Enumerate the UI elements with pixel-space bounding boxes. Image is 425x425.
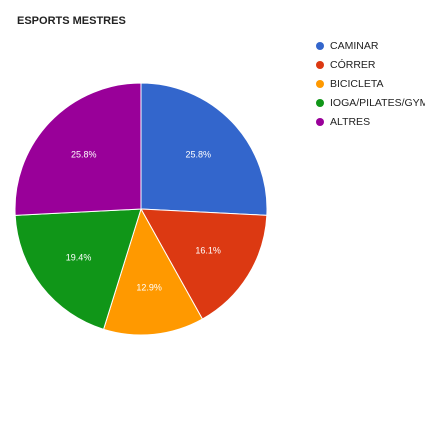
chart-legend: CAMINAR CÓRRER BICICLETA IOGA/PILATES/GYM AL… bbox=[316, 36, 425, 131]
legend-swatch bbox=[316, 60, 324, 69]
pie-slice-correr bbox=[140, 208, 268, 320]
slice-label-bicicleta: 12.9% bbox=[136, 283, 162, 293]
legend-swatch bbox=[316, 41, 324, 50]
pie-slice-bicicleta bbox=[102, 207, 204, 336]
legend-swatch bbox=[316, 98, 324, 107]
pie-slice-ioga-pilates-gym bbox=[14, 208, 142, 330]
legend-label: ALTRES bbox=[330, 115, 371, 128]
legend-item-correr[interactable]: CÓRRER bbox=[316, 55, 425, 74]
pie-slice-caminar bbox=[140, 82, 268, 216]
pie-slice-altres bbox=[14, 82, 142, 216]
slice-label-altres: 25.8% bbox=[71, 150, 97, 160]
pie-slice-labels: 25.8% 16.1% 12.9% 19.4% 25.8% bbox=[66, 150, 221, 293]
legend-item-ioga-pilates-gym[interactable]: IOGA/PILATES/GYM bbox=[316, 93, 425, 112]
legend-label: CÓRRER bbox=[330, 58, 376, 71]
slice-label-correr: 16.1% bbox=[195, 246, 221, 256]
legend-swatch bbox=[316, 79, 324, 88]
legend-item-caminar[interactable]: CAMINAR bbox=[316, 36, 425, 55]
legend-label: BICICLETA bbox=[330, 77, 384, 90]
chart-title: ESPORTS MESTRES bbox=[17, 15, 126, 27]
legend-label: IOGA/PILATES/GYM bbox=[330, 96, 425, 109]
pie-slices bbox=[14, 82, 268, 336]
legend-item-bicicleta[interactable]: BICICLETA bbox=[316, 74, 425, 93]
slice-label-ioga-pilates-gym: 19.4% bbox=[66, 252, 92, 262]
slice-label-caminar: 25.8% bbox=[185, 150, 211, 160]
legend-label: CAMINAR bbox=[330, 39, 379, 52]
legend-item-altres[interactable]: ALTRES bbox=[316, 112, 425, 131]
legend-swatch bbox=[316, 117, 324, 126]
